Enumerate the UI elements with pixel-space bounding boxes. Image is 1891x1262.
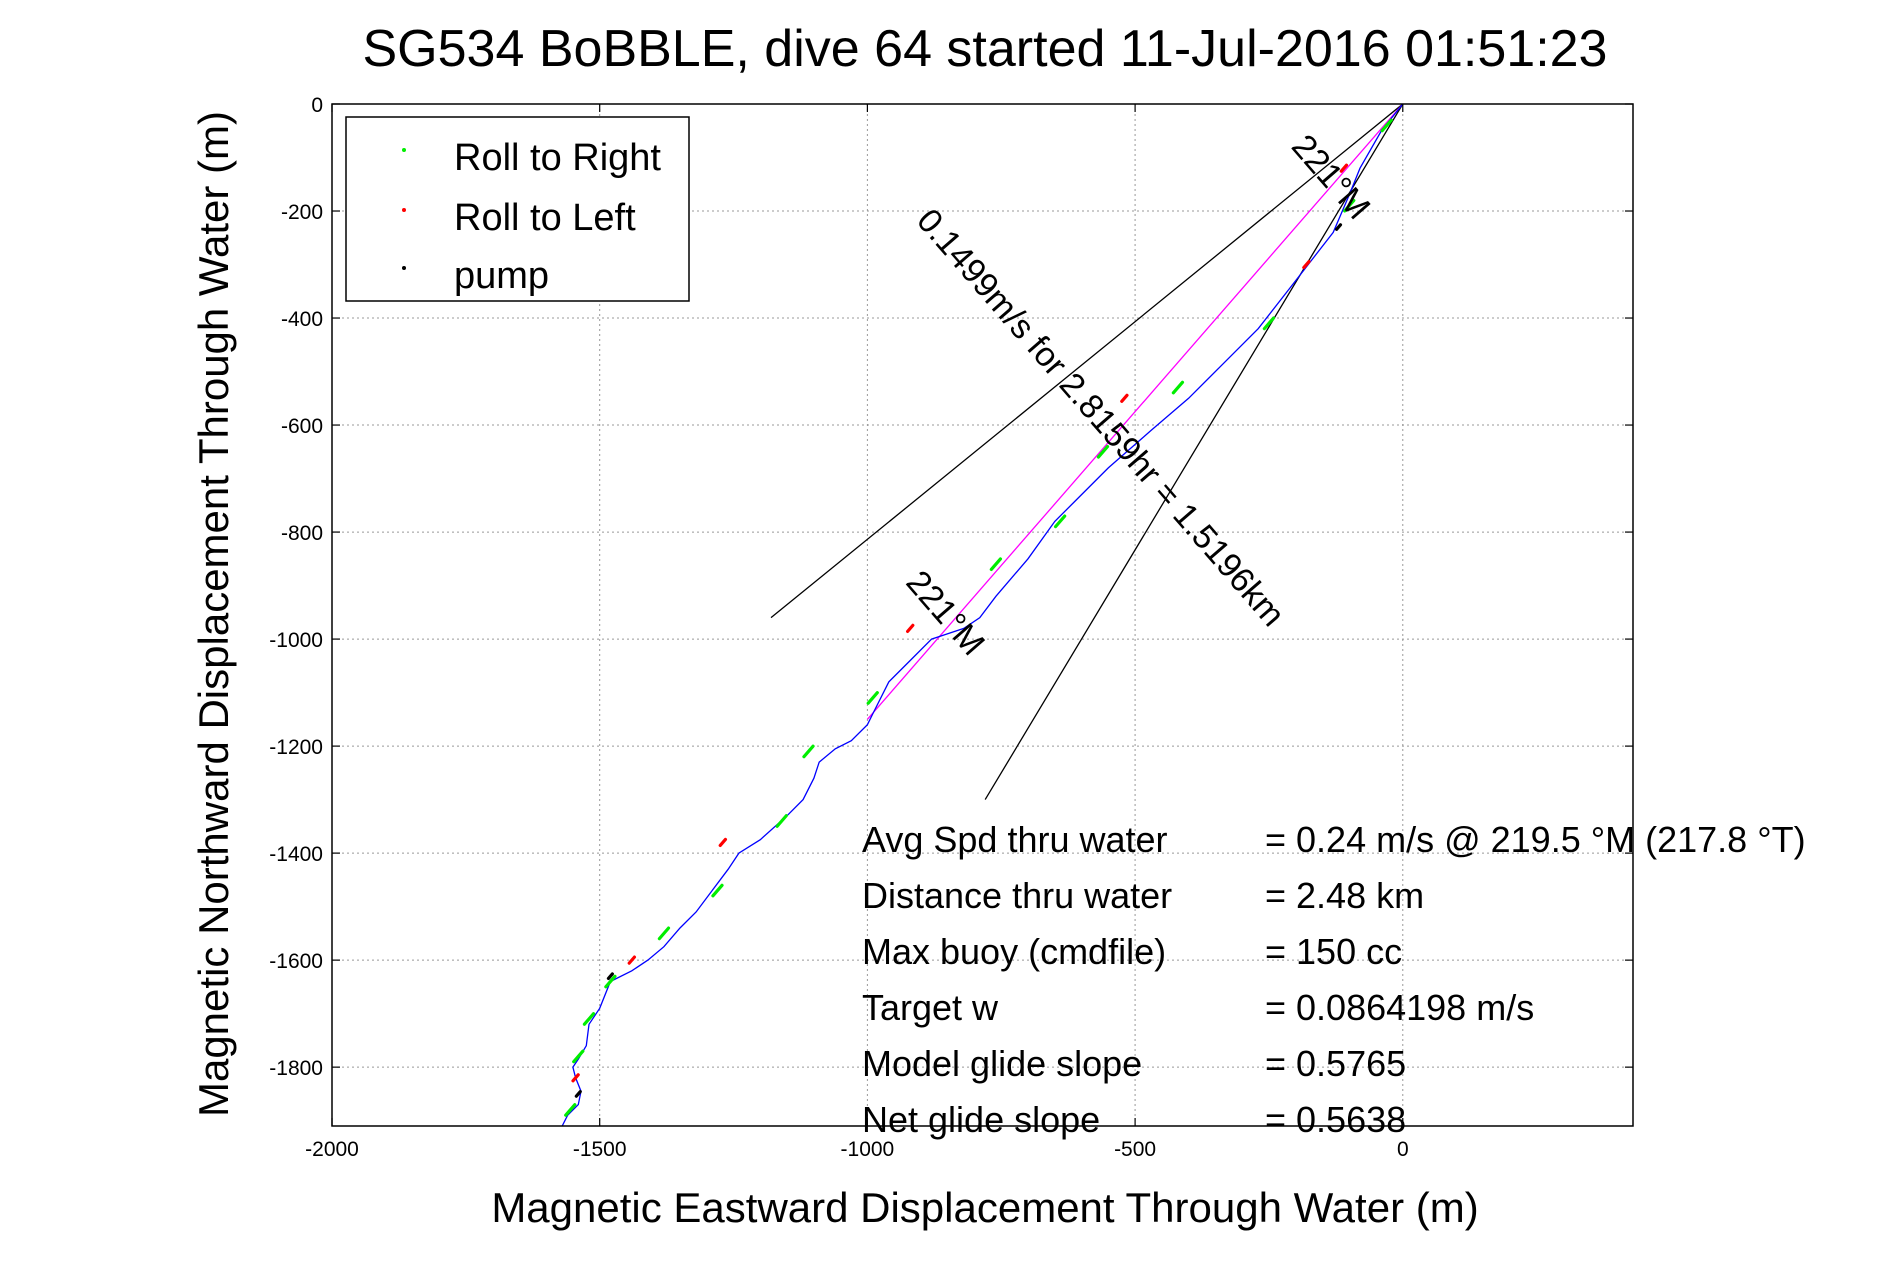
pump-point <box>574 1090 582 1098</box>
stat-value: = 0.5765 <box>1265 1043 1406 1084</box>
stat-value: = 0.0864198 m/s <box>1265 987 1534 1028</box>
stat-label: Distance thru water <box>862 875 1172 916</box>
heading-cone-line <box>770 103 1404 619</box>
plot-frame <box>331 103 1634 1127</box>
axis-ticks: -2000 -1500 -1000 -500 0 0 -200 -400 -600 -800 -10… <box>269 94 1633 1161</box>
stats-block: Avg Spd thru water = 0.24 m/s @ 219.5 °M … <box>862 819 1806 1140</box>
stat-label: Model glide slope <box>862 1043 1142 1084</box>
depth-averaged-current-line <box>866 103 1404 720</box>
x-tick-label: -500 <box>1114 1138 1156 1161</box>
stat-value: = 150 cc <box>1265 931 1402 972</box>
roll-left-point <box>1339 163 1349 173</box>
stat-label: Net glide slope <box>862 1099 1100 1140</box>
legend-label-roll-right: Roll to Right <box>454 137 661 179</box>
roll-right-point <box>604 974 617 989</box>
stat-value: = 0.24 m/s @ 219.5 °M (217.8 °T) <box>1265 819 1806 860</box>
current-line <box>866 103 1404 720</box>
roll-right-point <box>989 557 1003 572</box>
roll-left-point <box>906 623 915 633</box>
roll-right-point <box>564 1103 577 1117</box>
roll-left-point <box>1302 259 1311 270</box>
y-tick-label: -600 <box>281 415 323 438</box>
legend-label-pump: pump <box>454 255 549 297</box>
roll-right-point <box>1343 198 1356 213</box>
roll-right-point <box>582 1012 596 1026</box>
x-tick-label: -1000 <box>841 1138 895 1161</box>
legend: Roll to Right Roll to Left pump <box>345 116 690 302</box>
stat-value: = 0.5638 <box>1265 1099 1406 1140</box>
roll-left-point <box>571 1073 580 1083</box>
y-tick-label: -1000 <box>269 629 323 652</box>
x-tick-label: 0 <box>1397 1138 1409 1161</box>
grid <box>331 103 1633 1126</box>
y-tick-label: -1400 <box>269 843 323 866</box>
pump-point <box>606 972 614 981</box>
stat-value: = 2.48 km <box>1265 875 1424 916</box>
roll-right-point <box>1171 380 1185 395</box>
y-tick-label: -1800 <box>269 1057 323 1080</box>
x-axis-label: Magnetic Eastward Displacement Through W… <box>491 1184 1478 1231</box>
track-line <box>561 103 1404 1127</box>
heading-cone <box>770 103 1404 800</box>
y-tick-label: -800 <box>281 522 323 545</box>
legend-marker-pump <box>402 266 406 270</box>
roll-right-point <box>775 814 788 828</box>
roll-right-point <box>1096 444 1110 459</box>
y-tick-label: -1200 <box>269 736 323 759</box>
roll-right-point <box>572 1049 585 1064</box>
y-tick-label: -200 <box>281 201 323 224</box>
x-tick-label: -2000 <box>305 1138 359 1161</box>
stat-label: Target w <box>862 987 999 1028</box>
roll-points <box>564 118 1393 1117</box>
y-axis-label: Magnetic Northward Displacement Through … <box>190 111 237 1117</box>
roll-left-point <box>627 955 637 965</box>
roll-right-point <box>657 926 671 941</box>
roll-right-point <box>1380 118 1393 133</box>
roll-left-point <box>718 837 728 848</box>
legend-marker-roll-right <box>402 148 406 152</box>
roll-right-point <box>1053 514 1067 529</box>
roll-right-point <box>1262 316 1276 331</box>
stat-label: Max buoy (cmdfile) <box>862 931 1166 972</box>
roll-right-point <box>866 691 879 705</box>
y-tick-label: -400 <box>281 308 323 331</box>
y-tick-label: 0 <box>311 94 323 117</box>
roll-right-point <box>711 883 724 898</box>
legend-label-roll-left: Roll to Left <box>454 197 636 239</box>
stat-label: Avg Spd thru water <box>862 819 1168 860</box>
pump-point <box>1334 223 1343 231</box>
legend-marker-roll-left <box>402 208 406 212</box>
chart-title: SG534 BoBBLE, dive 64 started 11-Jul-201… <box>363 20 1608 78</box>
roll-right-point <box>802 744 815 759</box>
heading-cone-line <box>984 103 1404 800</box>
y-tick-label: -1600 <box>269 950 323 973</box>
roll-left-point <box>1120 393 1129 403</box>
track <box>561 103 1404 1127</box>
x-tick-label: -1500 <box>573 1138 627 1161</box>
